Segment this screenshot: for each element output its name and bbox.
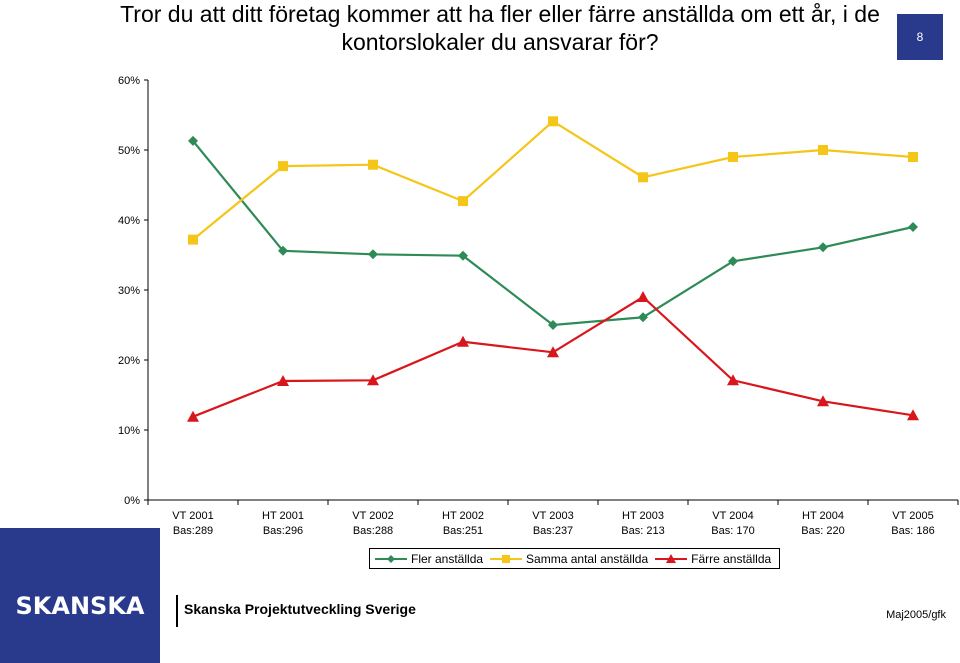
square-marker	[502, 554, 511, 563]
y-tick-labels: 0% 10% 20% 30% 40% 50% 60%	[118, 75, 140, 507]
diamond-marker	[458, 250, 468, 261]
series-line	[192, 119, 914, 241]
square-marker	[278, 161, 288, 172]
diamond-marker	[387, 554, 395, 563]
x-category-label: HT 2002	[442, 510, 484, 522]
diamond-marker	[188, 135, 198, 146]
triangle-marker	[907, 409, 919, 421]
x-category-label: HT 2004	[802, 510, 844, 522]
y-tick-label: 40%	[118, 215, 140, 227]
chart-title: Tror du att ditt företag kommer att ha f…	[120, 1, 880, 55]
diamond-marker	[728, 256, 738, 267]
square-marker	[188, 234, 198, 245]
triangle-marker	[457, 335, 469, 347]
y-tick-label: 30%	[118, 285, 140, 297]
x-category-label: Bas: 170	[711, 525, 754, 537]
chart-series	[187, 116, 919, 422]
footer-divider	[176, 595, 178, 627]
diamond-marker	[548, 320, 558, 330]
line-chart: 0% 10% 20% 30% 40% 50% 60% VT 2001 Bas:289 HT 20…	[118, 75, 959, 537]
triangle-marker	[187, 410, 199, 422]
x-category-label: VT 2003	[532, 510, 573, 522]
x-category-label: Bas: 220	[801, 525, 844, 537]
x-category-labels: VT 2001 Bas:289 HT 2001 Bas:296 VT 2002 Bas:2…	[172, 510, 934, 537]
x-category-label: Bas:296	[263, 525, 303, 537]
legend-label: Fler anställda	[411, 551, 484, 566]
x-category-label: VT 2004	[712, 510, 753, 522]
footer-brand-band	[0, 528, 160, 663]
skanska-logo: SKANSKA	[15, 592, 145, 620]
square-marker	[458, 196, 468, 207]
x-category-label: Bas:237	[533, 525, 573, 537]
triangle-marker	[666, 553, 677, 563]
diamond-marker	[278, 245, 288, 256]
y-tick-label: 10%	[118, 425, 140, 437]
y-tick-label: 50%	[118, 145, 140, 157]
x-category-label: VT 2001	[172, 510, 213, 522]
legend-item: Färre anställda	[654, 552, 771, 566]
diamond-marker	[908, 222, 918, 232]
square-marker	[368, 159, 378, 170]
triangle-marker	[727, 374, 739, 386]
x-category-label: Bas: 213	[621, 525, 664, 537]
triangle-marker	[637, 291, 649, 302]
y-tick-label: 20%	[118, 355, 140, 367]
x-category-label: VT 2005	[892, 510, 933, 522]
diamond-marker	[818, 242, 828, 253]
series-2	[188, 116, 918, 245]
x-category-label: VT 2002	[352, 510, 393, 522]
triangle-marker	[817, 395, 829, 407]
footer-date: Maj2005/gfk	[886, 609, 946, 621]
x-category-label: HT 2003	[622, 510, 664, 522]
chart-axes	[144, 79, 959, 505]
chart-legend: Fler anställda Samma antal anställda Färre…	[369, 548, 781, 569]
square-marker	[638, 172, 648, 183]
series-3	[187, 291, 919, 422]
triangle-marker	[547, 346, 559, 358]
page-number-badge: 8	[897, 14, 943, 60]
legend-swatch	[490, 554, 523, 563]
series-line	[192, 140, 914, 327]
legend-swatch	[375, 554, 407, 563]
diamond-marker	[368, 249, 378, 260]
diamond-marker	[638, 312, 648, 323]
x-category-label: Bas:251	[443, 525, 483, 537]
legend-item: Fler anställda	[374, 552, 483, 566]
y-tick-label: 0%	[124, 495, 140, 507]
square-marker	[548, 116, 558, 127]
triangle-marker	[367, 374, 379, 386]
y-tick-label: 60%	[118, 75, 140, 87]
series-1	[188, 135, 918, 330]
legend-label: Färre anställda	[691, 551, 772, 566]
square-marker	[908, 152, 918, 162]
legend-item: Samma antal anställda	[489, 552, 648, 566]
footer-title: Skanska Projektutveckling Sverige	[184, 601, 416, 617]
legend-label: Samma antal anställda	[526, 551, 649, 566]
square-marker	[818, 145, 828, 155]
x-category-label: HT 2001	[262, 510, 304, 522]
triangle-marker	[277, 375, 289, 386]
legend-swatch	[655, 553, 688, 563]
x-category-label: Bas:288	[353, 525, 393, 537]
x-category-label: Bas: 186	[891, 525, 934, 537]
square-marker	[728, 152, 738, 162]
x-category-label: Bas:289	[173, 525, 213, 537]
page-number: 8	[916, 30, 924, 44]
